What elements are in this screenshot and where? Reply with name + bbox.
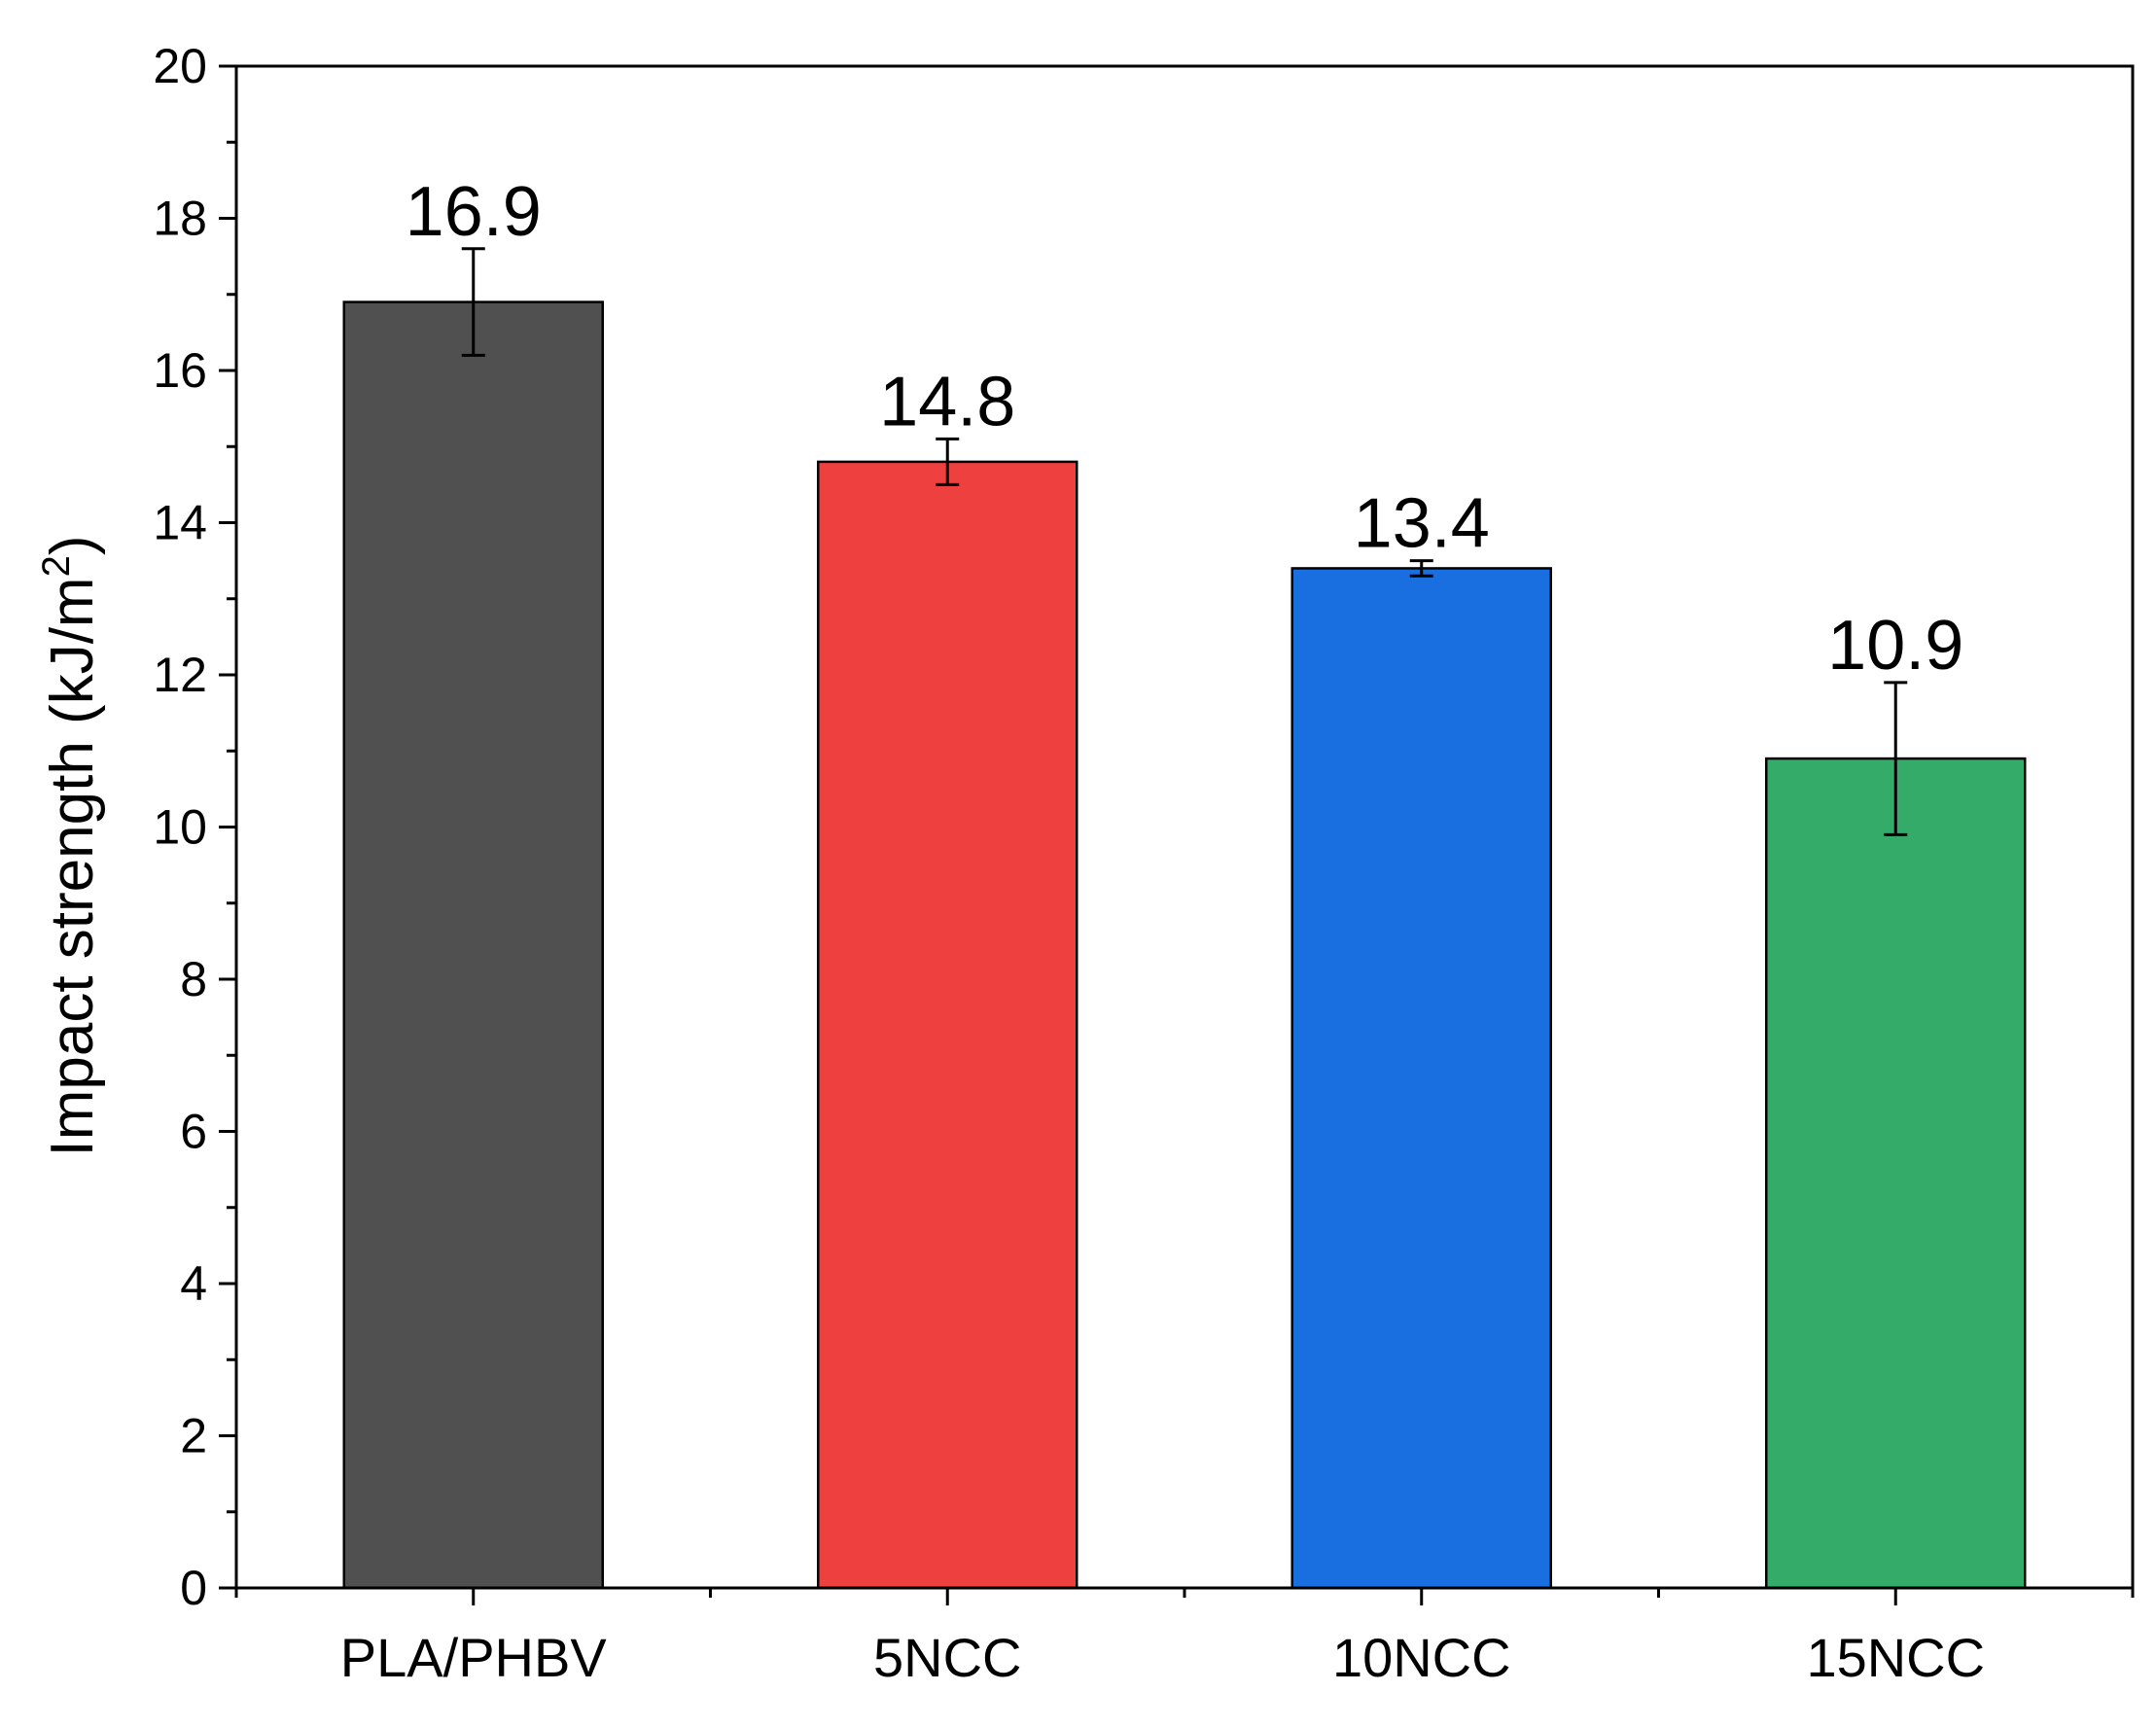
bar-5ncc bbox=[817, 460, 1078, 1590]
bar-pla-phbv bbox=[342, 300, 604, 1590]
data-label: 16.9 bbox=[406, 173, 542, 251]
y-tick-label: 8 bbox=[180, 952, 207, 1006]
y-axis-title: Impact strength (kJ/m2) bbox=[35, 536, 106, 1157]
x-tick-label: 10NCC bbox=[1332, 1627, 1511, 1688]
bar-10ncc bbox=[1290, 567, 1552, 1590]
data-label: 13.4 bbox=[1354, 485, 1490, 563]
y-tick-label: 16 bbox=[153, 343, 207, 398]
y-axis-title-superscript: 2 bbox=[35, 555, 78, 577]
y-axis: 0 2 4 6 8 10 12 14 16 18 20 bbox=[153, 39, 236, 1615]
y-tick-label: 6 bbox=[180, 1105, 207, 1159]
y-tick-label: 0 bbox=[180, 1561, 207, 1615]
y-tick-label: 18 bbox=[153, 192, 207, 246]
y-tick-label: 4 bbox=[180, 1256, 207, 1311]
data-label: 14.8 bbox=[879, 363, 1015, 441]
x-axis: PLA/PHBV 5NCC 10NCC 15NCC bbox=[234, 1588, 2135, 1688]
y-tick-label: 12 bbox=[153, 648, 207, 702]
error-bar bbox=[461, 247, 485, 357]
y-axis-title-text: Impact strength (kJ/m bbox=[39, 577, 106, 1156]
y-tick-label: 10 bbox=[153, 800, 207, 855]
y-axis-title-suffix: ) bbox=[39, 536, 106, 556]
y-tick-label: 20 bbox=[153, 39, 207, 93]
x-tick-label: 5NCC bbox=[873, 1627, 1021, 1688]
data-label: 10.9 bbox=[1827, 607, 1963, 685]
error-bar bbox=[936, 437, 960, 486]
error-bar bbox=[1884, 681, 1908, 836]
y-tick-label: 14 bbox=[153, 496, 207, 550]
x-tick-label: 15NCC bbox=[1806, 1627, 1985, 1688]
bar-15ncc bbox=[1765, 757, 2027, 1590]
x-tick-label: PLA/PHBV bbox=[340, 1627, 608, 1688]
plot-area: 16.9 14.8 13.4 10.9 bbox=[234, 64, 2135, 1590]
y-tick-label: 2 bbox=[180, 1409, 207, 1463]
error-bar bbox=[1409, 559, 1433, 578]
